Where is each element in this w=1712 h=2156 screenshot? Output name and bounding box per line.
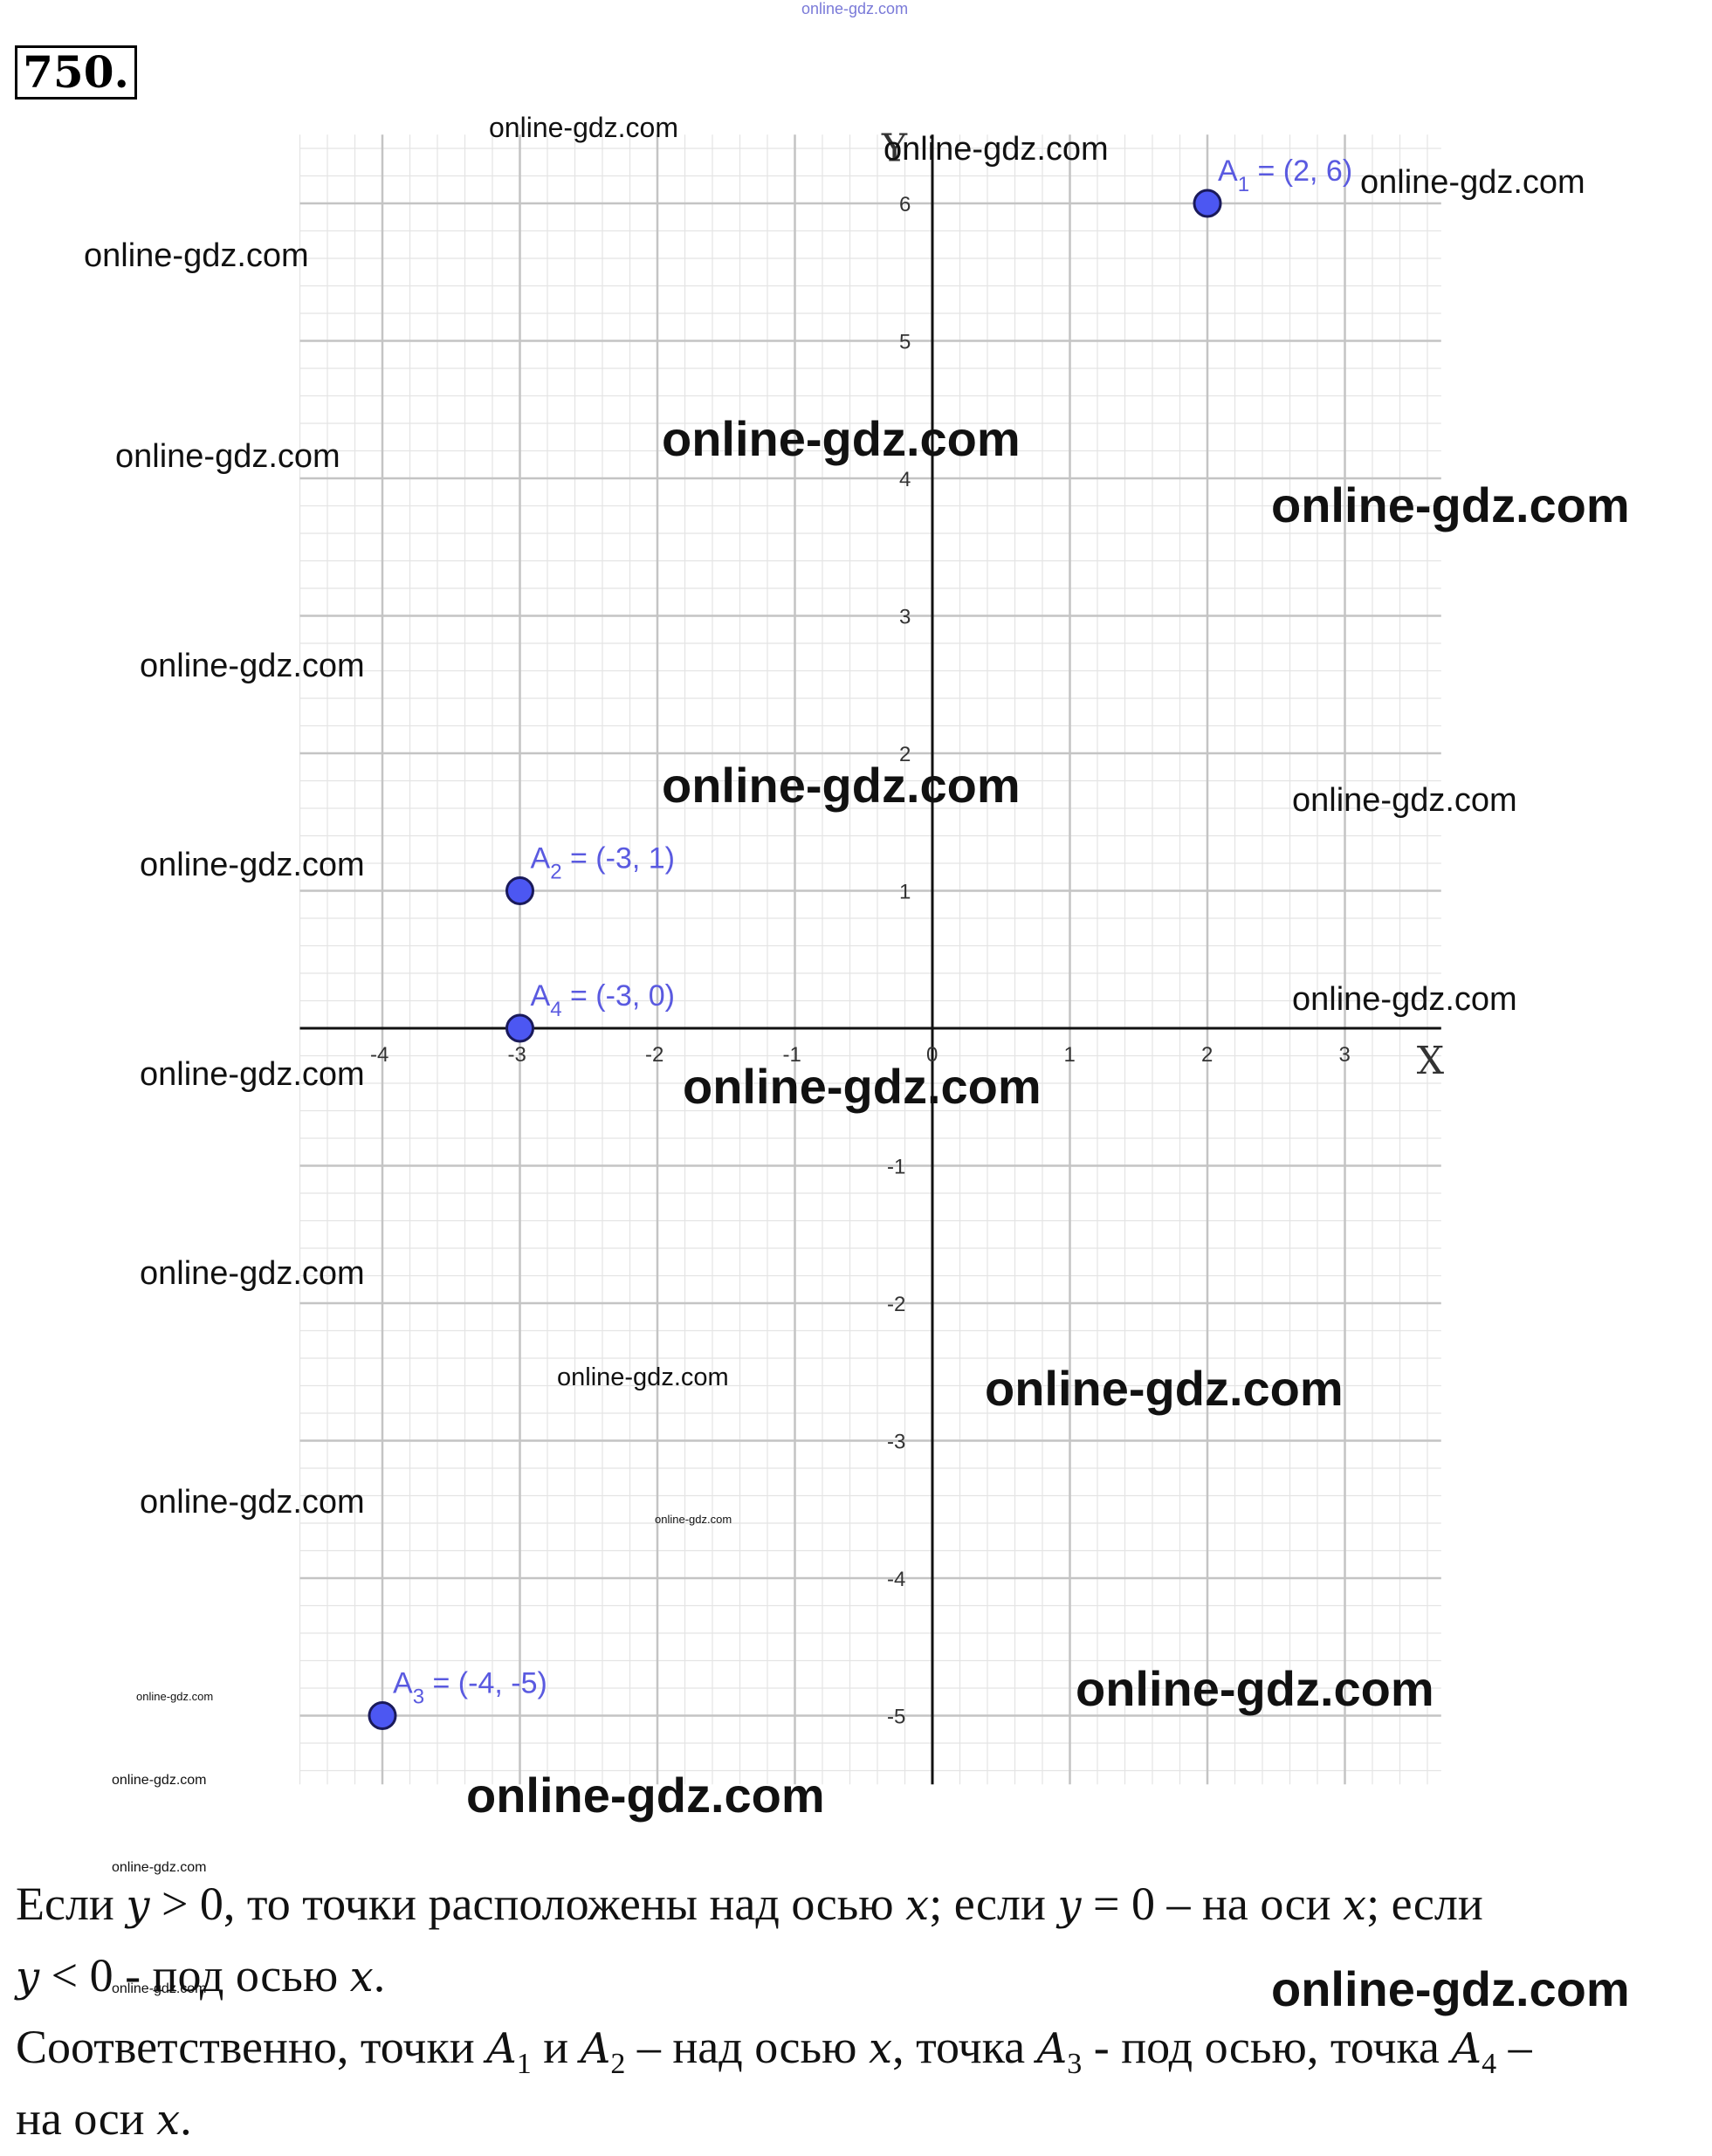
watermark: online-gdz.com bbox=[662, 411, 1021, 466]
watermark: online-gdz.com bbox=[1360, 164, 1585, 201]
explanation-line-4: на оси x. bbox=[16, 2092, 192, 2145]
problem-number: 750. bbox=[15, 45, 137, 100]
x-tick-label: -2 bbox=[645, 1043, 663, 1067]
point-A4 bbox=[505, 1013, 534, 1043]
watermark: online-gdz.com bbox=[112, 1981, 207, 1996]
point-label-A4: A4 = (-3, 0) bbox=[531, 979, 675, 1021]
watermark: online-gdz.com bbox=[655, 1513, 732, 1526]
watermark: online-gdz.com bbox=[140, 648, 365, 684]
watermark: online-gdz.com bbox=[1271, 477, 1630, 532]
watermark: online-gdz.com bbox=[1271, 1961, 1630, 2016]
x-tick-label: -3 bbox=[508, 1043, 526, 1067]
x-tick-label: -4 bbox=[370, 1043, 388, 1067]
y-tick-label: 2 bbox=[899, 743, 911, 766]
watermark: online-gdz.com bbox=[801, 0, 909, 17]
grid-minor bbox=[299, 134, 1441, 1785]
watermark: online-gdz.com bbox=[84, 237, 309, 274]
watermark: online-gdz.com bbox=[140, 1056, 365, 1093]
watermark: online-gdz.com bbox=[140, 1255, 365, 1292]
watermark: online-gdz.com bbox=[1076, 1661, 1434, 1716]
watermark: online-gdz.com bbox=[136, 1690, 214, 1703]
explanation-line-3: Соответственно, точки A1 и A2 – над осью… bbox=[16, 2021, 1532, 2080]
tick-labels: -4 -3 -2 -1 0 1 2 3 -5 -4 -3 -2 -1 1 2 3 4 5 6 bbox=[370, 193, 1351, 1729]
point-A1 bbox=[1193, 189, 1222, 218]
point-label-A2: A2 = (-3, 1) bbox=[531, 842, 675, 884]
point-A3 bbox=[368, 1701, 397, 1730]
y-tick-label: 4 bbox=[899, 468, 911, 491]
y-tick-label: 1 bbox=[899, 881, 911, 904]
watermark: online-gdz.com bbox=[557, 1363, 729, 1391]
y-tick-label: -5 bbox=[887, 1706, 905, 1729]
y-tick-label: 6 bbox=[899, 193, 911, 216]
watermark: online-gdz.com bbox=[1292, 782, 1517, 819]
x-tick-label: 0 bbox=[926, 1043, 938, 1067]
watermark: online-gdz.com bbox=[466, 1768, 825, 1823]
y-axis-name: Y bbox=[881, 126, 908, 170]
x-tick-label: 1 bbox=[1064, 1043, 1076, 1067]
watermark: online-gdz.com bbox=[115, 438, 340, 475]
point-label-A1: A1 = (2, 6) bbox=[1218, 154, 1352, 196]
watermark: online-gdz.com bbox=[140, 847, 365, 883]
y-tick-label: -4 bbox=[887, 1568, 905, 1591]
watermark: online-gdz.com bbox=[112, 1773, 207, 1788]
y-tick-label: -3 bbox=[887, 1431, 905, 1454]
watermark: online-gdz.com bbox=[1292, 981, 1517, 1018]
y-tick-label: -1 bbox=[887, 1156, 905, 1179]
grid-major bbox=[299, 134, 1441, 1785]
watermark: online-gdz.com bbox=[112, 1860, 207, 1875]
watermark: online-gdz.com bbox=[884, 131, 1109, 168]
x-tick-label: 2 bbox=[1201, 1043, 1213, 1067]
explanation-line-2: y < 0 - под осью x. bbox=[16, 1949, 386, 2002]
y-tick-label: -2 bbox=[887, 1293, 905, 1316]
points: A1 = (2, 6) A2 = (-3, 1) A3 = (-4, -5) A4 =… bbox=[368, 154, 1352, 1730]
watermark: online-gdz.com bbox=[489, 112, 678, 143]
x-tick-label: -1 bbox=[783, 1043, 801, 1067]
axes: XY bbox=[299, 126, 1445, 1785]
y-tick-label: 5 bbox=[899, 331, 911, 354]
point-label-A3: A3 = (-4, -5) bbox=[393, 1667, 547, 1709]
explanation-line-1: Если y > 0, то точки расположены над ось… bbox=[16, 1878, 1483, 1930]
watermark: online-gdz.com bbox=[683, 1059, 1042, 1114]
watermark: online-gdz.com bbox=[985, 1361, 1344, 1416]
x-axis-name: X bbox=[1417, 1039, 1445, 1083]
point-A2 bbox=[505, 876, 534, 905]
x-tick-label: 3 bbox=[1339, 1043, 1351, 1067]
watermark: online-gdz.com bbox=[662, 758, 1021, 813]
y-tick-label: 3 bbox=[899, 606, 911, 629]
watermark: online-gdz.com bbox=[140, 1484, 365, 1521]
